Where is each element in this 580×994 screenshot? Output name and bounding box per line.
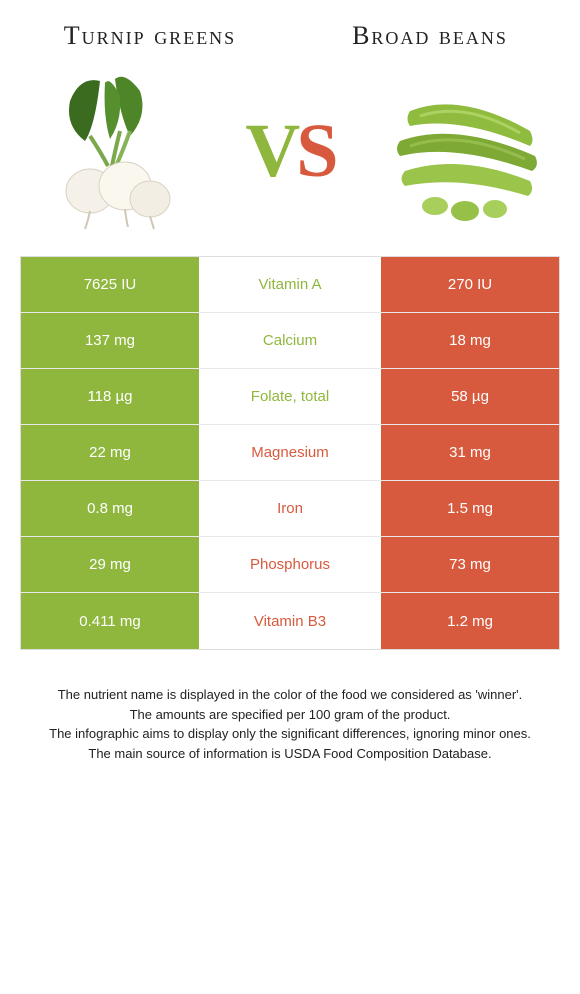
table-row: 137 mgCalcium18 mg (21, 313, 559, 369)
left-value: 137 mg (21, 313, 201, 368)
right-title: Broad beans (340, 20, 520, 51)
right-value: 1.5 mg (379, 481, 559, 536)
table-row: 0.8 mgIron1.5 mg (21, 481, 559, 537)
table-row: 0.411 mgVitamin B31.2 mg (21, 593, 559, 649)
turnip-greens-illustration (30, 71, 200, 231)
nutrient-table: 7625 IUVitamin A270 IU137 mgCalcium18 mg… (20, 256, 560, 650)
nutrient-name: Vitamin A (201, 257, 379, 312)
left-value: 0.8 mg (21, 481, 201, 536)
right-value: 58 µg (379, 369, 559, 424)
left-value: 7625 IU (21, 257, 201, 312)
vs-v: V (245, 109, 296, 193)
footer: The nutrient name is displayed in the co… (0, 650, 580, 763)
right-value: 18 mg (379, 313, 559, 368)
left-image (30, 71, 200, 231)
right-image (380, 71, 550, 231)
right-value: 73 mg (379, 537, 559, 592)
nutrient-name: Vitamin B3 (201, 593, 379, 649)
footer-line: The amounts are specified per 100 gram o… (20, 705, 560, 725)
nutrient-name: Iron (201, 481, 379, 536)
vs-s: S (296, 109, 334, 193)
left-value: 22 mg (21, 425, 201, 480)
broad-beans-illustration (380, 71, 550, 231)
nutrient-name: Calcium (201, 313, 379, 368)
left-value: 118 µg (21, 369, 201, 424)
left-value: 0.411 mg (21, 593, 201, 649)
table-row: 22 mgMagnesium31 mg (21, 425, 559, 481)
footer-line: The infographic aims to display only the… (20, 724, 560, 744)
footer-line: The nutrient name is displayed in the co… (20, 685, 560, 705)
left-value: 29 mg (21, 537, 201, 592)
vs-label: VS (245, 108, 334, 195)
nutrient-name: Magnesium (201, 425, 379, 480)
table-row: 118 µgFolate, total58 µg (21, 369, 559, 425)
left-title: Turnip greens (60, 20, 240, 51)
right-value: 270 IU (379, 257, 559, 312)
footer-line: The main source of information is USDA F… (20, 744, 560, 764)
nutrient-name: Folate, total (201, 369, 379, 424)
right-value: 31 mg (379, 425, 559, 480)
table-row: 7625 IUVitamin A270 IU (21, 257, 559, 313)
images-row: VS (0, 61, 580, 256)
table-row: 29 mgPhosphorus73 mg (21, 537, 559, 593)
right-value: 1.2 mg (379, 593, 559, 649)
nutrient-name: Phosphorus (201, 537, 379, 592)
header: Turnip greens Broad beans (0, 0, 580, 61)
